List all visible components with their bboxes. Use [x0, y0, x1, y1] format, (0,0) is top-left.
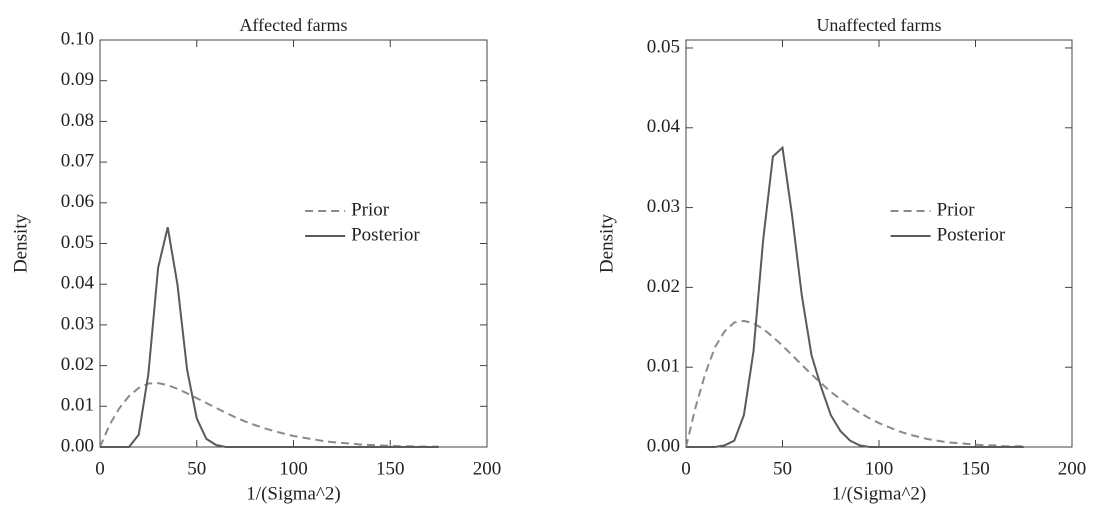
- x-axis-label: 1/(Sigma^2): [246, 483, 340, 504]
- x-tick-label: 150: [961, 458, 990, 479]
- x-tick-label: 0: [95, 458, 105, 479]
- y-tick-label: 0.05: [647, 36, 680, 57]
- y-tick-label: 0.01: [647, 356, 680, 377]
- y-tick-label: 0.03: [61, 313, 94, 334]
- x-tick-label: 200: [473, 458, 502, 479]
- x-tick-label: 100: [865, 458, 894, 479]
- x-tick-label: 150: [376, 458, 405, 479]
- legend-label: Prior: [351, 199, 390, 220]
- x-tick-label: 200: [1058, 458, 1087, 479]
- x-tick-label: 0: [681, 458, 691, 479]
- y-tick-label: 0.10: [61, 28, 94, 49]
- series-line: [686, 145, 1024, 448]
- series-line: [100, 226, 439, 448]
- x-tick-label: 50: [187, 458, 206, 479]
- x-tick-label: 100: [279, 458, 308, 479]
- y-axis-label: Density: [596, 213, 617, 273]
- y-tick-label: 0.01: [61, 395, 94, 416]
- y-tick-label: 0.08: [61, 110, 94, 131]
- y-tick-label: 0.02: [647, 276, 680, 297]
- y-tick-label: 0.09: [61, 69, 94, 90]
- y-tick-label: 0.07: [61, 150, 94, 171]
- series-line: [685, 319, 1024, 448]
- y-tick-label: 0.02: [61, 354, 94, 375]
- y-tick-label: 0.00: [61, 435, 94, 456]
- plot-frame: [99, 39, 488, 448]
- legend-label: Prior: [937, 199, 976, 220]
- chart-title: Affected farms: [239, 15, 347, 35]
- legend-label: Posterior: [351, 224, 420, 245]
- x-tick-label: 50: [773, 458, 792, 479]
- y-tick-label: 0.03: [647, 196, 680, 217]
- y-tick-label: 0.06: [61, 191, 94, 212]
- y-tick-label: 0.04: [647, 116, 681, 137]
- y-axis-label: Density: [10, 213, 31, 273]
- legend-label: Posterior: [937, 224, 1006, 245]
- y-tick-label: 0.05: [61, 232, 94, 253]
- plot-frame: [685, 39, 1073, 448]
- y-tick-label: 0.04: [61, 273, 95, 294]
- series-line: [99, 382, 439, 448]
- x-axis-label: 1/(Sigma^2): [832, 483, 926, 504]
- y-tick-label: 0.00: [647, 435, 680, 456]
- chart-title: Unaffected farms: [816, 15, 941, 35]
